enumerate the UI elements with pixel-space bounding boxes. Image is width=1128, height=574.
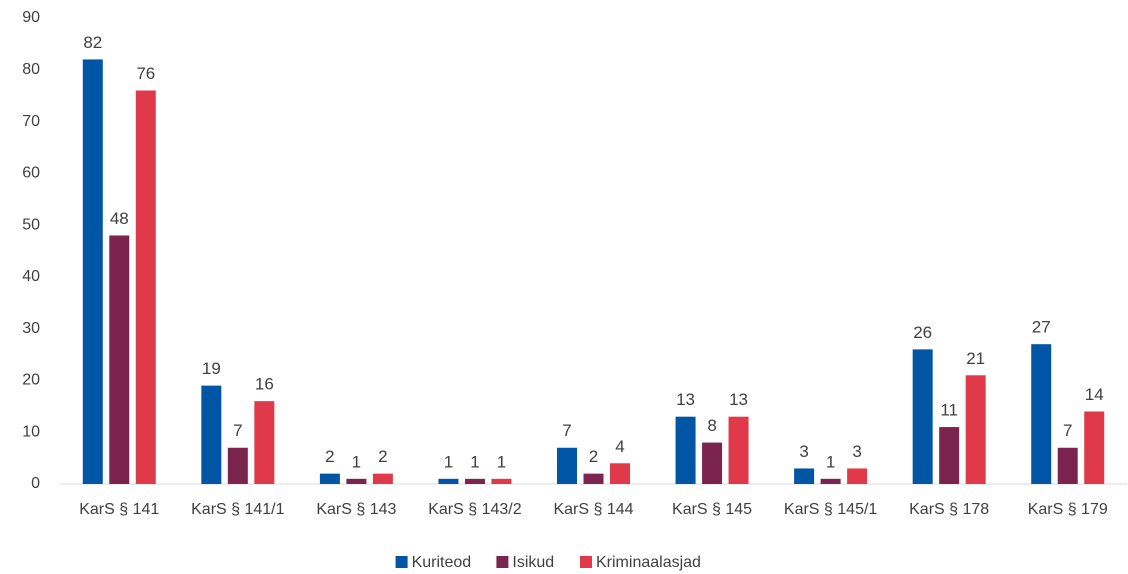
bar xyxy=(319,473,340,484)
data-label: 48 xyxy=(110,209,129,228)
bar xyxy=(610,463,630,484)
data-label: 13 xyxy=(676,390,695,409)
bar xyxy=(820,478,841,484)
data-label: 1 xyxy=(444,452,453,471)
bar xyxy=(675,416,696,484)
bar xyxy=(728,416,749,484)
y-tick-label: 30 xyxy=(22,320,40,337)
legend-swatch xyxy=(496,556,509,568)
legend-label: Isikud xyxy=(512,554,554,571)
x-tick-label: KarS § 141 xyxy=(79,501,159,518)
bar xyxy=(557,447,577,484)
x-tick-label: KarS § 144 xyxy=(553,501,633,518)
data-label: 27 xyxy=(1032,318,1051,337)
data-label: 3 xyxy=(799,442,808,461)
bar xyxy=(912,349,933,484)
y-tick-label: 40 xyxy=(22,268,40,285)
bar xyxy=(464,478,485,484)
bar xyxy=(939,427,960,484)
y-tick-label: 50 xyxy=(22,216,40,233)
bar xyxy=(372,473,393,484)
data-label: 8 xyxy=(707,416,716,435)
bar xyxy=(227,447,248,484)
data-label: 2 xyxy=(325,447,334,466)
bar xyxy=(1057,447,1078,484)
bar xyxy=(491,478,512,484)
x-tick-label: KarS § 178 xyxy=(909,501,989,518)
data-label: 1 xyxy=(470,452,479,471)
y-tick-label: 0 xyxy=(31,475,40,492)
y-tick-label: 20 xyxy=(22,372,40,389)
bar xyxy=(135,90,156,484)
bar xyxy=(1031,344,1052,484)
data-label: 82 xyxy=(83,33,102,52)
data-label: 1 xyxy=(352,452,361,471)
data-label: 13 xyxy=(729,390,748,409)
data-label: 19 xyxy=(202,359,221,378)
legend-label: Kuriteod xyxy=(412,554,472,571)
data-label: 14 xyxy=(1085,385,1104,404)
data-label: 7 xyxy=(1063,421,1072,440)
bar xyxy=(794,468,815,484)
legend-swatch xyxy=(395,556,408,568)
data-label: 7 xyxy=(562,421,571,440)
data-label: 2 xyxy=(378,447,387,466)
data-label: 7 xyxy=(233,421,242,440)
bar xyxy=(965,375,986,484)
y-tick-label: 90 xyxy=(22,9,40,26)
data-label: 3 xyxy=(852,442,861,461)
data-label: 21 xyxy=(966,349,985,368)
bar xyxy=(1084,411,1105,484)
data-label: 4 xyxy=(615,437,624,456)
x-tick-label: KarS § 179 xyxy=(1028,501,1108,518)
bar xyxy=(438,478,459,484)
x-tick-label: KarS § 141/1 xyxy=(191,501,285,518)
y-tick-label: 10 xyxy=(22,423,40,440)
data-label: 1 xyxy=(497,452,506,471)
bar xyxy=(346,478,367,484)
bar xyxy=(254,401,275,484)
bar xyxy=(583,473,604,484)
bar xyxy=(702,442,723,484)
legend-swatch xyxy=(580,556,592,568)
x-tick-label: KarS § 145 xyxy=(672,501,752,518)
y-tick-label: 60 xyxy=(22,165,40,182)
bar xyxy=(82,59,103,485)
x-tick-label: KarS § 143/2 xyxy=(428,501,522,518)
legend-label: Kriminaalasjad xyxy=(596,554,701,571)
bar xyxy=(847,468,868,484)
y-tick-label: 80 xyxy=(22,61,40,78)
data-label: 76 xyxy=(136,64,155,83)
bar xyxy=(201,385,222,484)
bar xyxy=(109,235,130,484)
data-label: 26 xyxy=(913,323,932,342)
x-tick-label: KarS § 145/1 xyxy=(784,501,878,518)
data-label: 1 xyxy=(826,452,835,471)
y-tick-label: 70 xyxy=(22,113,40,130)
data-label: 2 xyxy=(589,447,598,466)
data-label: 11 xyxy=(940,401,958,420)
x-tick-label: KarS § 143 xyxy=(316,501,396,518)
data-label: 16 xyxy=(255,375,274,394)
